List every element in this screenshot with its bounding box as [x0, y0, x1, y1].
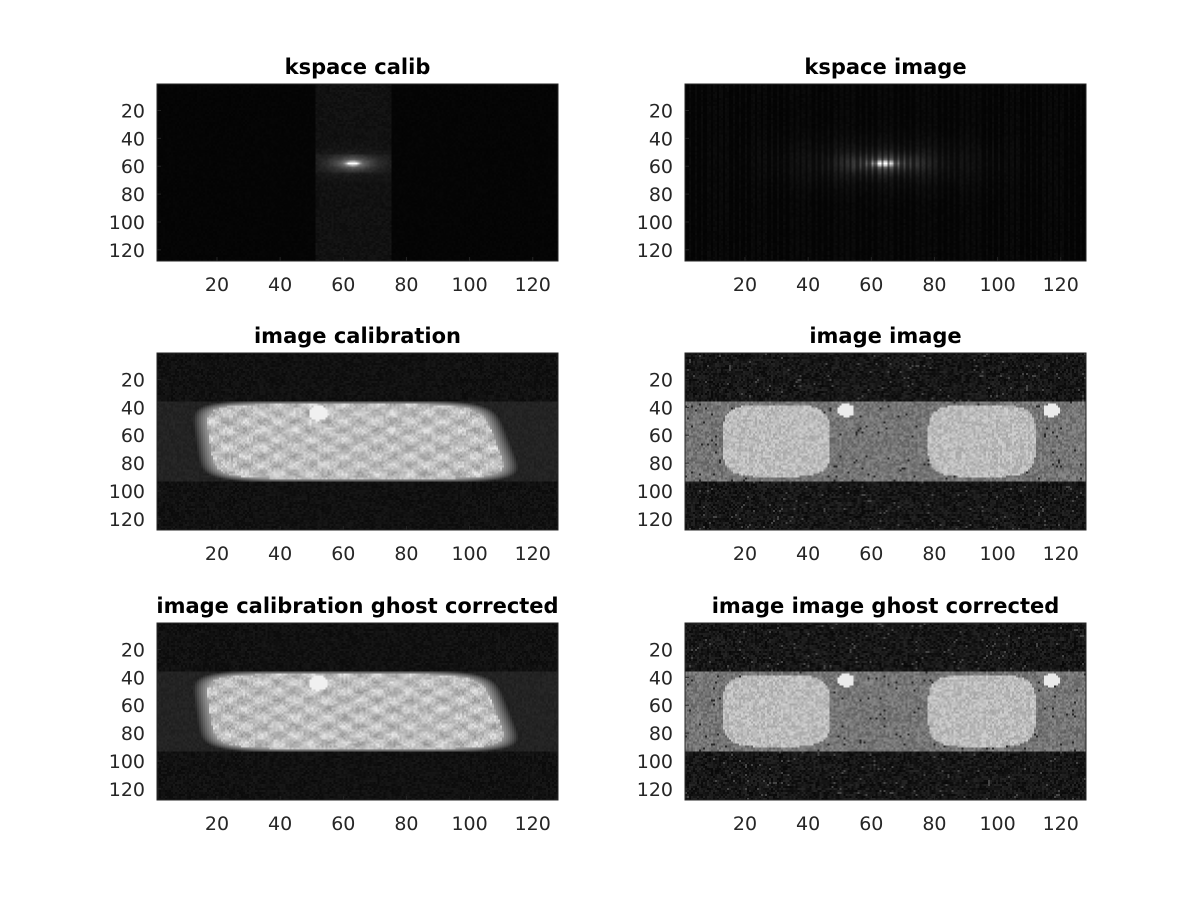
heatmap-image-image_calibration_ghost_corrected — [157, 623, 558, 800]
y-tick-label: 20 — [121, 369, 145, 391]
x-tick-label: 80 — [394, 543, 418, 565]
subplot-title: image calibration ghost corrected — [156, 594, 558, 618]
x-tick-label: 120 — [1043, 813, 1079, 835]
y-tick-label: 100 — [637, 212, 673, 234]
y-tick-label: 40 — [121, 397, 145, 419]
x-tick-label: 40 — [268, 813, 292, 835]
x-tick-label: 20 — [205, 274, 229, 296]
x-tick-label: 100 — [451, 813, 487, 835]
heatmap-image-kspace_image — [685, 84, 1086, 261]
x-tick-label: 60 — [859, 274, 883, 296]
heatmap-image-image_calibration — [157, 353, 558, 530]
y-tick-label: 60 — [121, 156, 145, 178]
x-tick-label: 80 — [922, 813, 946, 835]
x-tick-label: 100 — [979, 274, 1015, 296]
x-tick-label: 120 — [515, 543, 551, 565]
x-tick-label: 20 — [205, 813, 229, 835]
subplot-title: image calibration — [254, 324, 461, 348]
subplot-title: image image ghost corrected — [712, 594, 1060, 618]
x-tick-label: 100 — [451, 274, 487, 296]
subplot-image_image_ghost_corrected: image image ghost corrected 20 40 60 80 100 12… — [637, 594, 1087, 835]
x-tick-label: 100 — [979, 813, 1015, 835]
x-tick-label: 60 — [331, 543, 355, 565]
axes-frame — [684, 352, 1087, 531]
y-tick-label: 20 — [121, 100, 145, 122]
subplot-kspace_image: kspace image 20 40 60 80 100 120 20 40 60 80 100 120 — [637, 55, 1087, 296]
x-tick-label: 60 — [331, 813, 355, 835]
x-tick-label: 40 — [796, 813, 820, 835]
x-tick-label: 20 — [733, 543, 757, 565]
heatmap-image-image_image_ghost_corrected — [685, 623, 1086, 800]
subplot-title: kspace calib — [285, 55, 431, 79]
axes-frame — [156, 622, 559, 801]
y-tick-label: 40 — [649, 397, 673, 419]
y-tick-label: 20 — [649, 369, 673, 391]
y-tick-label: 40 — [121, 128, 145, 150]
y-tick-label: 120 — [637, 779, 673, 801]
y-tick-label: 60 — [121, 425, 145, 447]
y-tick-label: 60 — [649, 425, 673, 447]
subplot-title: image image — [809, 324, 961, 348]
y-tick-label: 100 — [109, 481, 145, 503]
y-tick-label: 100 — [637, 751, 673, 773]
x-tick-label: 20 — [733, 813, 757, 835]
heatmap-image-image_image — [685, 353, 1086, 530]
y-tick-label: 60 — [121, 695, 145, 717]
y-tick-label: 80 — [121, 184, 145, 206]
subplot-image_calibration: image calibration 20 40 60 80 100 120 20 40 60 80 1… — [109, 324, 559, 565]
x-tick-label: 60 — [859, 813, 883, 835]
y-tick-label: 120 — [109, 509, 145, 531]
y-tick-label: 120 — [109, 240, 145, 262]
x-tick-label: 120 — [1043, 543, 1079, 565]
heatmap-image-kspace_calib — [157, 84, 558, 261]
y-tick-label: 60 — [649, 156, 673, 178]
axes-frame — [156, 352, 559, 531]
y-tick-label: 40 — [121, 667, 145, 689]
x-tick-label: 40 — [796, 543, 820, 565]
y-tick-label: 120 — [637, 240, 673, 262]
y-tick-label: 20 — [121, 639, 145, 661]
y-tick-label: 20 — [649, 100, 673, 122]
x-tick-label: 60 — [859, 543, 883, 565]
y-tick-label: 80 — [649, 184, 673, 206]
axes-frame — [684, 622, 1087, 801]
y-tick-label: 80 — [121, 723, 145, 745]
y-tick-label: 80 — [649, 723, 673, 745]
subplot-image_calibration_ghost_corrected: image calibration ghost corrected 20 40 60 8… — [109, 594, 559, 835]
y-tick-label: 80 — [121, 453, 145, 475]
y-tick-label: 100 — [109, 751, 145, 773]
x-tick-label: 120 — [1043, 274, 1079, 296]
x-tick-label: 40 — [268, 543, 292, 565]
x-tick-label: 100 — [451, 543, 487, 565]
subplot-title: kspace image — [804, 55, 966, 79]
x-tick-label: 80 — [394, 813, 418, 835]
x-tick-label: 120 — [515, 274, 551, 296]
subplot-image_image: image image 20 40 60 80 100 120 20 40 60 80 100 120 — [637, 324, 1087, 565]
y-tick-label: 40 — [649, 667, 673, 689]
x-tick-label: 40 — [796, 274, 820, 296]
axes-frame — [684, 83, 1087, 262]
x-tick-label: 20 — [205, 543, 229, 565]
subplot-kspace_calib: kspace calib 20 40 60 80 100 120 20 40 60 80 100 120 — [109, 55, 559, 296]
y-tick-label: 100 — [109, 212, 145, 234]
x-tick-label: 20 — [733, 274, 757, 296]
y-tick-label: 100 — [637, 481, 673, 503]
y-tick-label: 120 — [637, 509, 673, 531]
x-tick-label: 120 — [515, 813, 551, 835]
y-tick-label: 20 — [649, 639, 673, 661]
x-tick-label: 60 — [331, 274, 355, 296]
y-tick-label: 120 — [109, 779, 145, 801]
x-tick-label: 80 — [922, 274, 946, 296]
x-tick-label: 100 — [979, 543, 1015, 565]
axes-frame — [156, 83, 559, 262]
x-tick-label: 40 — [268, 274, 292, 296]
y-tick-label: 80 — [649, 453, 673, 475]
y-tick-label: 40 — [649, 128, 673, 150]
y-tick-label: 60 — [649, 695, 673, 717]
x-tick-label: 80 — [394, 274, 418, 296]
x-tick-label: 80 — [922, 543, 946, 565]
